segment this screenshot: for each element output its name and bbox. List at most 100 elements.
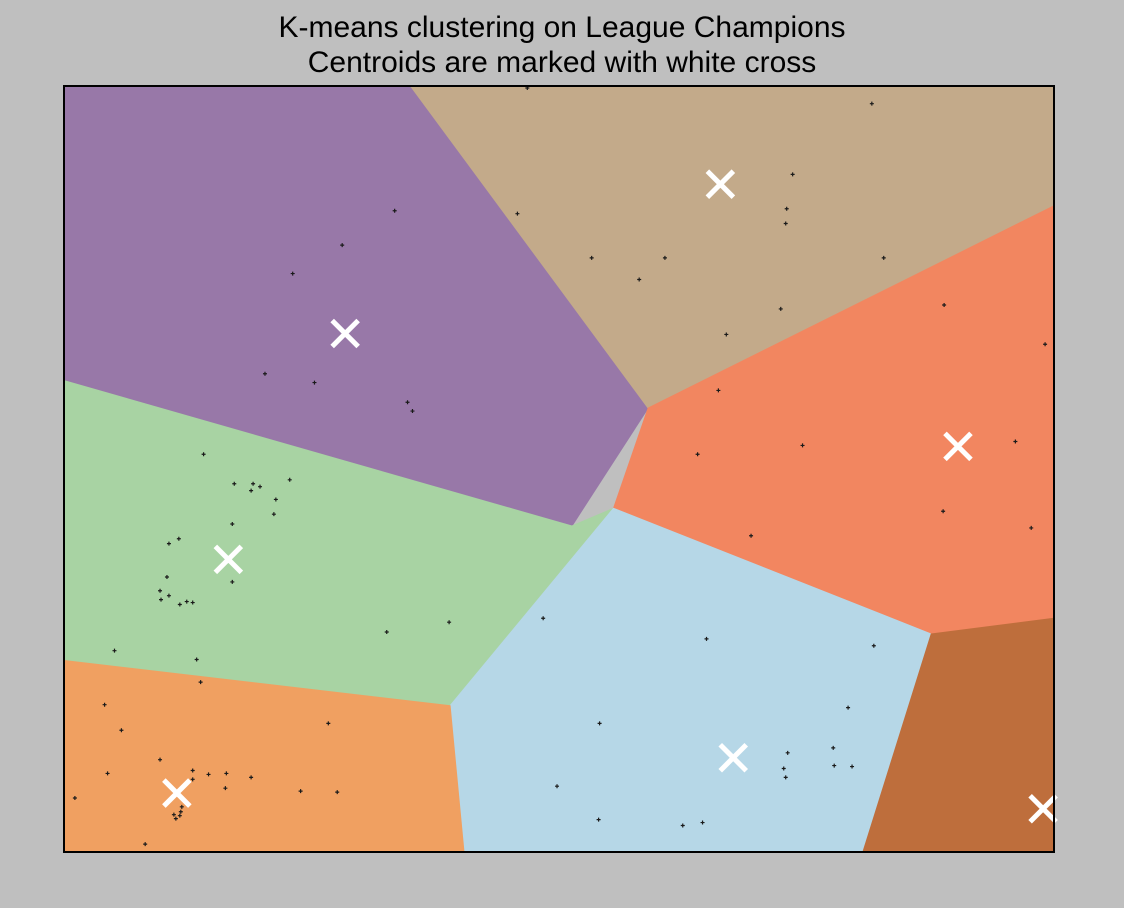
centroid-marker-brown xyxy=(1028,794,1058,824)
centroid-marker-green xyxy=(213,544,244,575)
data-points xyxy=(72,85,1048,847)
data-point xyxy=(871,643,876,648)
data-point xyxy=(384,630,389,635)
centroid-markers xyxy=(162,169,1058,824)
data-point xyxy=(724,332,729,337)
data-point xyxy=(143,842,148,847)
data-point xyxy=(662,255,667,260)
data-point xyxy=(105,771,110,776)
data-point xyxy=(695,452,700,457)
data-point xyxy=(541,616,546,621)
data-point xyxy=(637,277,642,282)
cluster-region-purple xyxy=(64,86,649,527)
data-point xyxy=(790,172,795,177)
data-point xyxy=(1043,342,1048,347)
data-point xyxy=(158,757,163,762)
data-point xyxy=(176,536,181,541)
data-point xyxy=(1029,525,1034,530)
data-point xyxy=(287,477,292,482)
data-point xyxy=(832,763,837,768)
data-point xyxy=(159,597,164,602)
data-point xyxy=(555,784,560,789)
centroid-marker-tan xyxy=(705,169,736,199)
data-point xyxy=(230,521,235,526)
data-point xyxy=(232,481,237,486)
centroid-marker-purple xyxy=(330,318,360,349)
data-point xyxy=(392,208,397,213)
data-point xyxy=(249,488,254,493)
data-point xyxy=(112,648,117,653)
data-point xyxy=(597,721,602,726)
data-point xyxy=(335,790,340,795)
data-point xyxy=(271,512,276,517)
data-point xyxy=(171,812,176,817)
data-point xyxy=(184,599,189,604)
data-point xyxy=(190,600,195,605)
data-point xyxy=(800,443,805,448)
data-point xyxy=(589,255,594,260)
data-point xyxy=(869,101,874,106)
data-point xyxy=(700,820,705,825)
data-point xyxy=(749,533,754,538)
data-point xyxy=(680,823,685,828)
data-point xyxy=(177,813,182,818)
data-point xyxy=(298,789,303,794)
data-point xyxy=(224,771,229,776)
data-point xyxy=(881,255,886,260)
data-point xyxy=(831,745,836,750)
data-point xyxy=(258,484,263,489)
data-point xyxy=(326,721,331,726)
data-point xyxy=(166,541,171,546)
data-point xyxy=(230,579,235,584)
data-point xyxy=(596,817,601,822)
data-point xyxy=(190,777,195,782)
data-point xyxy=(405,400,410,405)
axes-frame xyxy=(63,85,1055,853)
centroid-marker-coral xyxy=(943,431,973,462)
data-point xyxy=(716,388,721,393)
data-point xyxy=(249,775,254,780)
data-point xyxy=(194,657,199,662)
data-point xyxy=(846,705,851,710)
data-point xyxy=(850,764,855,769)
cluster-regions xyxy=(64,86,1054,852)
data-point xyxy=(941,509,946,514)
data-point xyxy=(190,768,195,773)
chart-title: K-means clustering on League Champions xyxy=(278,11,846,44)
data-point xyxy=(785,750,790,755)
data-point xyxy=(942,302,947,307)
data-point xyxy=(783,775,788,780)
data-point xyxy=(410,409,415,414)
data-point xyxy=(783,221,788,226)
data-point xyxy=(102,702,107,707)
data-point xyxy=(340,243,345,248)
cluster-region-light-blue xyxy=(449,507,932,852)
data-point xyxy=(198,680,203,685)
data-point xyxy=(223,786,228,791)
data-point xyxy=(251,481,256,486)
data-point xyxy=(201,452,206,457)
data-point xyxy=(206,772,211,777)
data-point xyxy=(515,211,520,216)
cluster-region-brown xyxy=(862,617,1054,852)
cluster-region-tan xyxy=(409,86,1054,409)
data-point xyxy=(158,588,163,593)
data-point xyxy=(179,804,184,809)
data-point xyxy=(173,816,178,821)
data-point xyxy=(290,271,295,276)
data-point xyxy=(704,636,709,641)
data-point xyxy=(447,620,452,625)
data-point xyxy=(262,371,267,376)
data-point xyxy=(784,206,789,211)
data-point xyxy=(312,380,317,385)
data-point xyxy=(1013,439,1018,444)
data-point xyxy=(178,809,183,814)
data-point xyxy=(778,306,783,311)
data-point xyxy=(164,575,169,580)
data-point xyxy=(72,795,77,800)
chart-subtitle: Centroids are marked with white cross xyxy=(307,46,817,79)
data-point xyxy=(781,766,786,771)
data-point xyxy=(273,497,278,502)
